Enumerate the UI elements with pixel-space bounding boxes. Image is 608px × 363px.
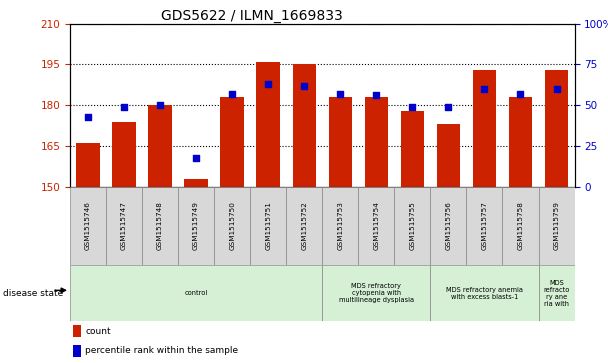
Bar [473, 70, 496, 187]
Text: GSM1515756: GSM1515756 [446, 201, 451, 250]
Point [119, 104, 129, 110]
Bar [184, 179, 208, 187]
Bar [112, 122, 136, 187]
Bar [539, 265, 575, 321]
Bar [70, 187, 106, 265]
Text: GSM1515746: GSM1515746 [85, 201, 91, 250]
Bar [437, 125, 460, 187]
Point [371, 93, 381, 98]
Text: disease state: disease state [3, 289, 63, 298]
Point [299, 83, 309, 89]
Text: GSM1515752: GSM1515752 [301, 201, 307, 250]
Point [336, 91, 345, 97]
Point [83, 114, 93, 120]
Point [443, 104, 453, 110]
Bar [178, 187, 214, 265]
Text: GSM1515749: GSM1515749 [193, 201, 199, 250]
Bar [328, 97, 352, 187]
Text: GSM1515753: GSM1515753 [337, 201, 344, 250]
Text: GSM1515748: GSM1515748 [157, 201, 163, 250]
Bar [466, 187, 502, 265]
Bar [221, 97, 244, 187]
Bar [539, 187, 575, 265]
Point [480, 86, 489, 92]
Point [551, 86, 561, 92]
Bar [292, 65, 316, 187]
Text: GSM1515755: GSM1515755 [409, 201, 415, 250]
Bar [401, 111, 424, 187]
Point [516, 91, 525, 97]
Bar [286, 187, 322, 265]
Text: GSM1515757: GSM1515757 [482, 201, 488, 250]
Bar [395, 187, 430, 265]
Text: GSM1515758: GSM1515758 [517, 201, 523, 250]
Text: count: count [85, 327, 111, 336]
Text: MDS refractory anemia
with excess blasts-1: MDS refractory anemia with excess blasts… [446, 287, 523, 299]
Bar [509, 97, 532, 187]
Bar [358, 187, 395, 265]
Point [155, 102, 165, 108]
Bar [365, 97, 388, 187]
Text: GSM1515747: GSM1515747 [121, 201, 127, 250]
Text: GSM1515759: GSM1515759 [553, 201, 559, 250]
Point [227, 91, 237, 97]
Bar [257, 62, 280, 187]
Text: GDS5622 / ILMN_1669833: GDS5622 / ILMN_1669833 [161, 9, 342, 23]
Text: MDS
refracto
ry ane
ria with: MDS refracto ry ane ria with [544, 280, 570, 307]
Point [191, 155, 201, 160]
Bar [545, 70, 568, 187]
Bar [430, 265, 539, 321]
Bar [142, 187, 178, 265]
Text: MDS refractory
cytopenia with
multilineage dysplasia: MDS refractory cytopenia with multilinea… [339, 283, 414, 303]
Bar [214, 187, 250, 265]
Bar [76, 143, 100, 187]
Bar [322, 265, 430, 321]
Text: GSM1515751: GSM1515751 [265, 201, 271, 250]
Bar [73, 325, 80, 337]
Bar [106, 187, 142, 265]
Point [263, 81, 273, 87]
Bar [430, 187, 466, 265]
Bar [250, 187, 286, 265]
Bar [502, 187, 539, 265]
Text: GSM1515754: GSM1515754 [373, 201, 379, 250]
Bar [73, 345, 80, 357]
Bar [148, 105, 171, 187]
Bar [70, 265, 322, 321]
Bar [322, 187, 358, 265]
Text: percentile rank within the sample: percentile rank within the sample [85, 346, 238, 355]
Text: control: control [184, 290, 208, 296]
Point [407, 104, 417, 110]
Text: GSM1515750: GSM1515750 [229, 201, 235, 250]
